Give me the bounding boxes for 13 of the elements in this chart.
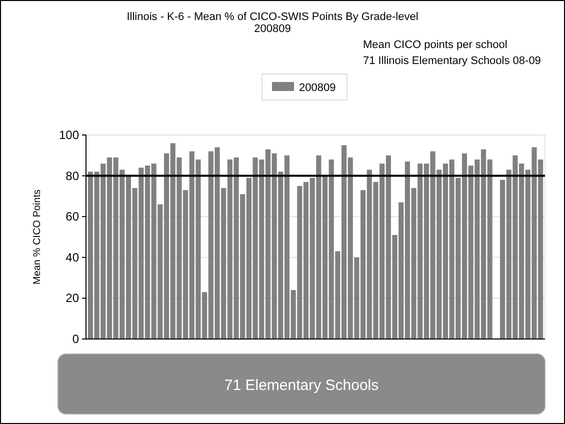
x-axis-title: 71 Elementary Schools [224, 377, 379, 394]
y-tick-label: 0 [72, 332, 80, 346]
y-tick-label: 60 [66, 210, 80, 224]
y-tick-label: 20 [66, 291, 80, 306]
y-tick-label: 80 [66, 168, 80, 183]
y-tick-label: 100 [58, 128, 80, 142]
text: Mean CICO points per school [363, 39, 508, 51]
text: 71 Illinois Elementary Schools 08-09 [363, 55, 541, 67]
chart-subtitle: 200809 [254, 23, 291, 35]
legend-label: 200809 [299, 82, 336, 94]
y-axis-title: Mean % CICO Points [32, 189, 43, 285]
chart-title: Illinois - K-6 - Mean % of CICO-SWIS Points By Grade-level [126, 11, 418, 23]
y-tick-label: 40 [66, 250, 80, 264]
